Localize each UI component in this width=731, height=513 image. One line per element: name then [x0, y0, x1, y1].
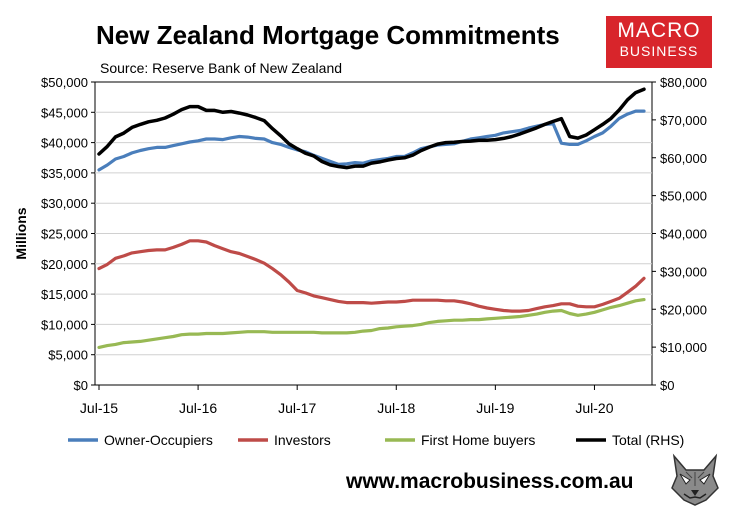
- x-tick-label: Jul-20: [575, 400, 613, 416]
- macrobusiness-logo: MACRO BUSINESS: [606, 16, 712, 68]
- y-tick-label: $45,000: [41, 105, 88, 120]
- y-tick-label: $50,000: [41, 75, 88, 90]
- y-tick-label: $40,000: [41, 136, 88, 151]
- legend-label: Total (RHS): [612, 432, 684, 448]
- y-tick-label: $10,000: [41, 317, 88, 332]
- series-line-2: [97, 298, 646, 349]
- y2-tick-label: $30,000: [660, 264, 707, 279]
- y2-tick-label: $80,000: [660, 75, 707, 90]
- y-tick-label: $0: [74, 378, 88, 393]
- logo-line2: BUSINESS: [619, 43, 699, 59]
- chart-title: New Zealand Mortgage Commitments: [96, 20, 560, 50]
- y2-tick-label: $40,000: [660, 227, 707, 242]
- y2-tick-label: $50,000: [660, 189, 707, 204]
- y-tick-label: $25,000: [41, 227, 88, 242]
- footer-url: www.macrobusiness.com.au: [346, 470, 634, 493]
- y-tick-label: $15,000: [41, 287, 88, 302]
- y-tick-label: $35,000: [41, 166, 88, 181]
- y2-tick-label: $0: [660, 378, 674, 393]
- wolf-logo-icon: [666, 450, 724, 508]
- legend-label: Investors: [274, 432, 331, 448]
- y2-tick-label: $70,000: [660, 113, 707, 128]
- series-line-1: [97, 239, 646, 313]
- y2-tick-label: $20,000: [660, 302, 707, 317]
- y-axis-label: Millions: [13, 207, 29, 259]
- x-tick-label: Jul-16: [179, 400, 217, 416]
- y-tick-label: $30,000: [41, 196, 88, 211]
- legend-label: First Home buyers: [421, 432, 535, 448]
- y2-tick-label: $60,000: [660, 151, 707, 166]
- y-tick-label: $20,000: [41, 257, 88, 272]
- x-tick-label: Jul-19: [476, 400, 514, 416]
- x-tick-label: Jul-18: [377, 400, 415, 416]
- legend-label: Owner-Occupiers: [104, 432, 213, 448]
- y-tick-label: $5,000: [48, 348, 88, 363]
- series-line-0: [97, 109, 646, 172]
- chart-subtitle: Source: Reserve Bank of New Zealand: [100, 60, 343, 76]
- x-tick-label: Jul-17: [278, 400, 316, 416]
- series-line-3: [97, 87, 646, 170]
- y2-tick-label: $10,000: [660, 340, 707, 355]
- logo-line1: MACRO: [617, 19, 701, 42]
- x-tick-label: Jul-15: [80, 400, 118, 416]
